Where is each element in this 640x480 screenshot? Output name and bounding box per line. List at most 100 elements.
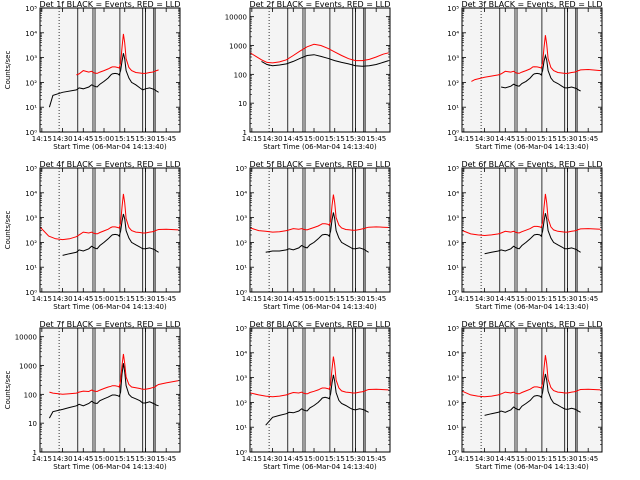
x-tick-label: 14:15 (32, 295, 52, 303)
y-tick-label: 10¹ (25, 264, 37, 272)
x-tick-label: 15:00 (516, 295, 536, 303)
y-tick-label: 10¹ (235, 264, 247, 272)
plot-area (462, 8, 602, 132)
x-tick-label: 14:15 (454, 135, 474, 143)
x-tick-label: 15:15 (115, 135, 135, 143)
x-tick-label: 14:30 (474, 135, 494, 143)
y-tick-label: 10⁰ (235, 289, 247, 297)
y-tick-label: 10⁵ (447, 325, 459, 333)
x-axis-label: Start Time (06-Mar-04 14:13:40) (53, 303, 167, 311)
x-tick-label: 14:30 (474, 455, 494, 463)
y-axis-label: Counts/sec (4, 211, 12, 250)
x-tick-label: 15:00 (304, 135, 324, 143)
events-series-line (500, 53, 581, 92)
y-tick-label: 10000 (225, 14, 247, 22)
x-tick-label: 15:00 (94, 135, 114, 143)
x-tick-label: 15:15 (325, 135, 345, 143)
y-tick-label: 10⁴ (25, 190, 37, 198)
y-tick-label: 10³ (235, 375, 247, 383)
y-tick-label: 10⁰ (25, 129, 37, 137)
x-tick-label: 14:15 (32, 135, 52, 143)
y-tick-label: 1000 (19, 363, 37, 371)
y-tick-label: 10⁰ (447, 289, 459, 297)
y-tick-label: 10⁴ (447, 350, 459, 358)
x-tick-label: 14:15 (454, 295, 474, 303)
events-series-line (48, 363, 159, 419)
y-tick-label: 10¹ (447, 424, 459, 432)
x-axis-label: Start Time (06-Mar-04 14:13:40) (263, 143, 377, 151)
x-tick-label: 14:45 (495, 135, 515, 143)
x-axis-label: Start Time (06-Mar-04 14:13:40) (53, 143, 167, 151)
lld-series-line (76, 33, 159, 76)
plot-frame (249, 7, 391, 133)
events-series-line (265, 212, 369, 253)
x-tick-label: 15:00 (304, 455, 324, 463)
x-tick-label: 14:30 (52, 455, 72, 463)
x-tick-label: 14:45 (283, 295, 303, 303)
lld-series-line (250, 43, 389, 64)
y-tick-label: 10³ (235, 215, 247, 223)
y-tick-label: 10³ (447, 215, 459, 223)
panel-title: Det 8f BLACK = Events, RED = LLD (249, 320, 390, 329)
y-tick-label: 1 (243, 129, 247, 137)
y-axis-label: Counts/sec (4, 51, 12, 90)
y-tick-label: 10⁵ (235, 325, 247, 333)
plot-frame (461, 7, 603, 133)
x-tick-label: 14:15 (242, 135, 262, 143)
panel-title: Det 5f BLACK = Events, RED = LLD (249, 160, 390, 169)
x-tick-label: 14:15 (242, 295, 262, 303)
y-tick-label: 10⁰ (25, 289, 37, 297)
plot-frame (249, 327, 391, 453)
y-tick-label: 10¹ (447, 104, 459, 112)
plot-area (250, 168, 390, 292)
y-tick-label: 10² (235, 399, 247, 407)
detector-panel: Det 3f BLACK = Events, RED = LLD 10⁰ 10¹ 10… (447, 0, 602, 151)
y-tick-label: 10⁰ (447, 129, 459, 137)
x-tick-label: 14:45 (283, 135, 303, 143)
x-tick-label: 15:45 (366, 295, 386, 303)
y-tick-label: 10⁴ (235, 350, 247, 358)
x-tick-label: 14:15 (242, 455, 262, 463)
detector-panel: Det 1f BLACK = Events, RED = LLD 10⁰ 10¹ 10… (4, 0, 181, 151)
x-tick-label: 14:45 (73, 295, 93, 303)
x-tick-label: 15:30 (557, 135, 577, 143)
y-tick-label: 10⁰ (447, 449, 459, 457)
plot-area (40, 168, 180, 292)
x-tick-label: 14:30 (262, 295, 282, 303)
x-tick-label: 15:45 (578, 455, 598, 463)
y-tick-label: 10³ (25, 215, 37, 223)
x-axis-label: Start Time (06-Mar-04 14:13:40) (475, 143, 589, 151)
x-tick-label: 14:30 (262, 135, 282, 143)
x-tick-label: 15:30 (135, 135, 155, 143)
x-tick-label: 15:30 (345, 455, 365, 463)
x-tick-label: 14:30 (52, 135, 72, 143)
detector-panel: Det 6f BLACK = Events, RED = LLD 10⁰ 10¹ 10… (447, 160, 602, 311)
events-series-line (484, 213, 581, 255)
y-tick-label: 10⁰ (235, 449, 247, 457)
lld-series-line (49, 353, 179, 395)
x-axis-label: Start Time (06-Mar-04 14:13:40) (53, 463, 167, 471)
plot-frame (461, 167, 603, 293)
lld-series-line (462, 193, 601, 237)
plot-frame (39, 7, 181, 133)
y-tick-label: 100 (24, 391, 37, 399)
y-tick-label: 10¹ (447, 264, 459, 272)
detector-panel: Det 7f BLACK = Events, RED = LLD 1 10 100 10… (4, 320, 181, 471)
plot-frame (461, 327, 603, 453)
x-tick-label: 14:30 (474, 295, 494, 303)
x-tick-label: 15:00 (94, 455, 114, 463)
x-tick-label: 14:45 (73, 135, 93, 143)
y-tick-label: 10¹ (235, 424, 247, 432)
x-tick-label: 15:00 (516, 455, 536, 463)
x-tick-label: 15:45 (156, 135, 176, 143)
x-tick-label: 15:15 (537, 455, 557, 463)
y-tick-label: 10 (28, 420, 37, 428)
panel-title: Det 1f BLACK = Events, RED = LLD (39, 0, 180, 9)
x-tick-label: 15:15 (115, 455, 135, 463)
events-series-line (484, 373, 581, 416)
detector-panel: Det 2f BLACK = Events, RED = LLD 1 10 100 10… (225, 0, 391, 151)
y-tick-label: 10 (238, 100, 247, 108)
events-series-line (62, 213, 159, 256)
y-tick-label: 10³ (25, 55, 37, 63)
y-tick-label: 10² (447, 399, 459, 407)
